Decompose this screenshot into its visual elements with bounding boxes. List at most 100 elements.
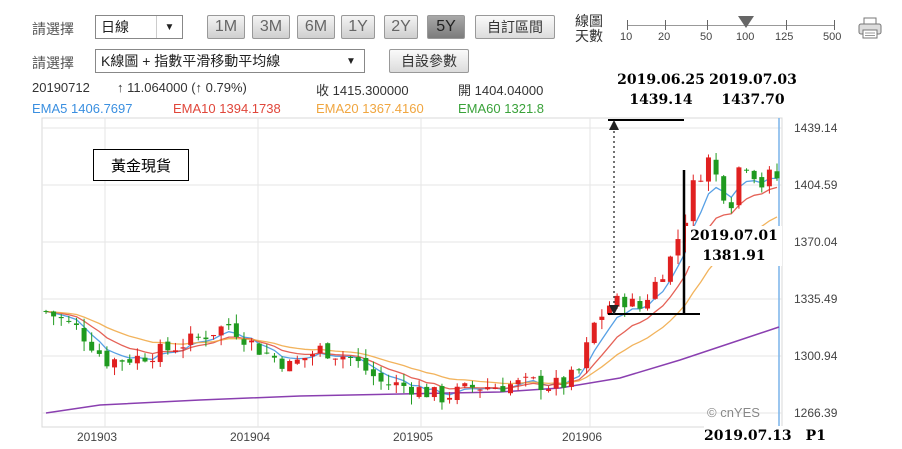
candle-body (492, 387, 498, 389)
range-button-3m[interactable]: 3M (252, 15, 290, 39)
candle-body (211, 335, 217, 337)
candle-body (401, 382, 407, 386)
candle-body (302, 357, 308, 361)
quote-open: 開 1404.04000 (458, 83, 544, 98)
days-slider-tick (627, 20, 628, 30)
candle-body (310, 354, 316, 357)
candle-body (249, 340, 255, 343)
days-label: 線圖 天數 (575, 13, 603, 44)
chart-footer: 2019.07.13 P1 (704, 426, 854, 446)
candle-body (690, 180, 696, 222)
candle-body (507, 384, 513, 394)
ema10-readout: EMA10 1394.1738 (173, 101, 281, 116)
days-tick-100: 100 (736, 31, 755, 43)
candle-body (317, 345, 323, 354)
days-slider-tick (786, 20, 787, 30)
candle-body (568, 369, 574, 387)
candle-body (165, 341, 171, 351)
chevron-down-icon: ▼ (156, 16, 182, 38)
annotation-marks (608, 119, 700, 315)
y-tick-label: 1404.59 (794, 178, 838, 192)
quote-date: 20190712 (32, 80, 90, 95)
range-button-5y[interactable]: 5Y (427, 15, 465, 39)
period-select[interactable]: 日線 ▼ (95, 15, 183, 39)
days-tick-10: 10 (620, 31, 633, 43)
candle-body (180, 347, 186, 349)
y-tick-label: 1300.94 (794, 349, 838, 363)
candle-body (226, 323, 232, 326)
candle-body (553, 377, 559, 389)
ema5-readout: EMA5 1406.7697 (32, 101, 133, 116)
candle-body (606, 305, 612, 315)
candle-body (348, 357, 354, 359)
range-button-1m[interactable]: 1M (207, 15, 245, 39)
plot-frame (41, 117, 783, 428)
candle-body (744, 169, 750, 171)
ema60-readout: EMA60 1321.8 (458, 101, 545, 116)
candle-body (233, 323, 239, 337)
ema-line (45, 186, 778, 390)
candle-body (386, 384, 392, 386)
candle-body (241, 339, 247, 345)
ema-long-line (45, 326, 780, 414)
period-label: 請選擇 (32, 21, 74, 37)
candle-body (325, 343, 331, 359)
candle-body (736, 167, 742, 206)
candle-body (675, 239, 681, 256)
y-tick-label: 1266.39 (794, 406, 838, 420)
candle-body (576, 369, 582, 371)
candle-body (652, 281, 658, 299)
x-tick-label: 201903 (77, 430, 117, 444)
candle-body (340, 356, 346, 360)
candle-body (96, 350, 102, 354)
candle-body (142, 357, 148, 362)
candle-body (81, 327, 87, 342)
ema20-readout: EMA20 1367.4160 (316, 101, 424, 116)
custom-range-button[interactable]: 自訂區間 (475, 15, 555, 39)
y-tick-label: 1370.04 (794, 235, 838, 249)
candle-body (332, 358, 338, 360)
y-tick-label: 1439.14 (794, 121, 838, 135)
range-button-1y[interactable]: 1Y (341, 15, 375, 39)
candle-body (667, 256, 673, 282)
days-slider-track (627, 25, 835, 26)
candle-body (43, 310, 49, 312)
candle-body (393, 382, 399, 386)
annotation-low: 2019.07.01 1381.91 (686, 226, 782, 266)
days-slider-thumb[interactable] (738, 16, 754, 28)
printer-icon[interactable] (857, 16, 883, 40)
candle-body (766, 169, 772, 187)
chevron-down-icon: ▼ (346, 55, 356, 67)
candle-body (614, 295, 620, 307)
range-button-6m[interactable]: 6M (297, 15, 335, 39)
days-tick-50: 50 (700, 31, 713, 43)
range-button-2y[interactable]: 2Y (384, 15, 418, 39)
chart-grid (41, 117, 783, 428)
candle-body (431, 387, 437, 398)
candle-body (523, 376, 529, 378)
days-slider[interactable]: 10 20 50 100 125 500 (620, 16, 841, 43)
custom-params-button[interactable]: 自設參數 (389, 49, 469, 73)
candle-body (188, 333, 194, 345)
candle-body (759, 177, 765, 188)
days-slider-tick (707, 20, 708, 30)
candle-body (112, 359, 118, 368)
x-tick-label: 201904 (230, 430, 270, 444)
candle-body (119, 360, 125, 362)
candle-body (363, 357, 369, 371)
candle-body (355, 357, 361, 362)
x-tick-label: 201905 (393, 430, 433, 444)
indicator-select[interactable]: K線圖 + 指數平滑移動平均線 ▼ (95, 49, 365, 73)
candle-body (645, 299, 651, 309)
x-tick-label: 201906 (562, 430, 602, 444)
candle-body (66, 320, 72, 322)
candle-body (500, 386, 506, 392)
days-tick-20: 20 (658, 31, 671, 43)
indicator-select-value: K線圖 + 指數平滑移動平均線 (101, 53, 281, 69)
candle-body (378, 372, 384, 382)
candle-body (127, 359, 133, 363)
candle-body (469, 384, 475, 388)
ema-lines (45, 177, 780, 414)
annotation-high: 2019.06.25 1439.14 (616, 70, 706, 110)
